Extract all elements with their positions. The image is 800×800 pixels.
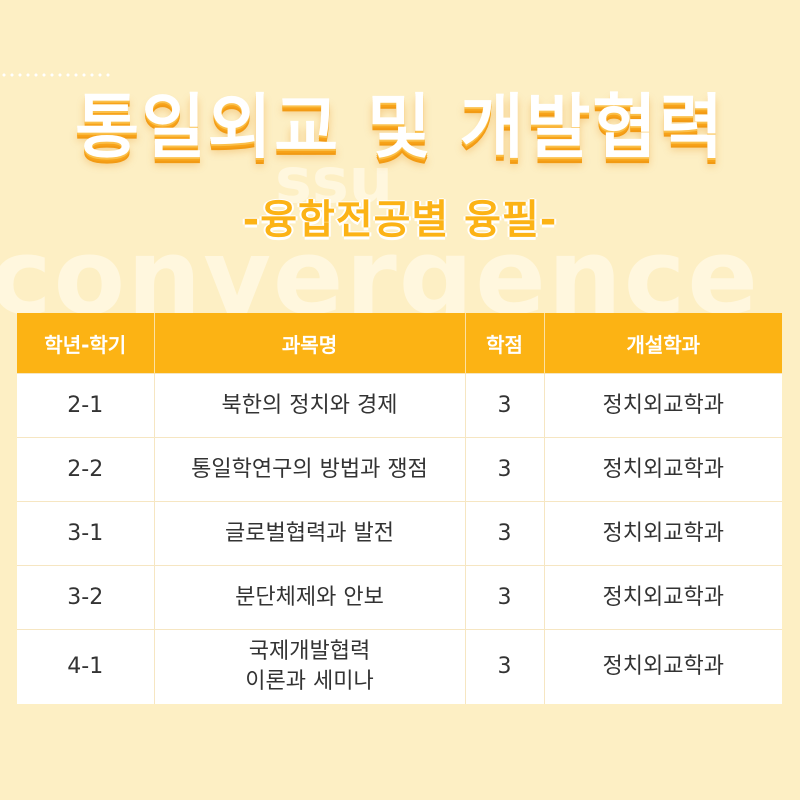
course-table: 학년-학기 과목명 학점 개설학과 2-1 북한의 정치와 경제 3 정치외교학… — [17, 313, 782, 704]
table-row: 2-2 통일학연구의 방법과 쟁점 3 정치외교학과 — [17, 437, 782, 502]
table-row: 3-1 글로벌협력과 발전 3 정치외교학과 — [17, 501, 782, 566]
table-row: 3-2 분단체제와 안보 3 정치외교학과 — [17, 565, 782, 630]
cell-term: 2-1 — [17, 373, 155, 438]
page-title: 통일외교 및 개발협력 — [74, 86, 726, 168]
cell-course: 북한의 정치와 경제 — [154, 373, 466, 438]
cell-course-line1: 국제개발협력 — [248, 639, 371, 665]
table-header-row: 학년-학기 과목명 학점 개설학과 — [17, 313, 782, 374]
column-header-credits: 학점 — [465, 313, 545, 374]
table-row: 2-1 북한의 정치와 경제 3 정치외교학과 — [17, 373, 782, 438]
cell-dept: 정치외교학과 — [544, 629, 782, 704]
cell-credits: 3 — [465, 373, 545, 438]
column-header-course: 과목명 — [154, 313, 466, 374]
cell-course: 글로벌협력과 발전 — [154, 501, 466, 566]
column-header-dept: 개설학과 — [544, 313, 782, 374]
background-watermark: convergence — [0, 216, 760, 338]
page-subtitle: -융합전공별 융필- — [242, 197, 558, 243]
cell-course: 통일학연구의 방법과 쟁점 — [154, 437, 466, 502]
cell-course-line2: 이론과 세미나 — [245, 669, 374, 694]
cell-credits: 3 — [465, 501, 545, 566]
cell-dept: 정치외교학과 — [544, 437, 782, 502]
cell-term: 3-2 — [17, 565, 155, 630]
decorative-dots — [0, 73, 110, 77]
cell-dept: 정치외교학과 — [544, 373, 782, 438]
cell-term: 2-2 — [17, 437, 155, 502]
cell-credits: 3 — [465, 629, 545, 704]
cell-credits: 3 — [465, 437, 545, 502]
cell-term: 3-1 — [17, 501, 155, 566]
column-header-term: 학년-학기 — [17, 313, 155, 374]
cell-course: 국제개발협력 이론과 세미나 — [154, 629, 466, 704]
cell-credits: 3 — [465, 565, 545, 630]
background-watermark-top: ssu — [275, 144, 393, 217]
cell-course: 분단체제와 안보 — [154, 565, 466, 630]
cell-dept: 정치외교학과 — [544, 565, 782, 630]
table-row: 4-1 국제개발협력 이론과 세미나 3 정치외교학과 — [17, 629, 782, 704]
cell-dept: 정치외교학과 — [544, 501, 782, 566]
cell-term: 4-1 — [17, 629, 155, 704]
